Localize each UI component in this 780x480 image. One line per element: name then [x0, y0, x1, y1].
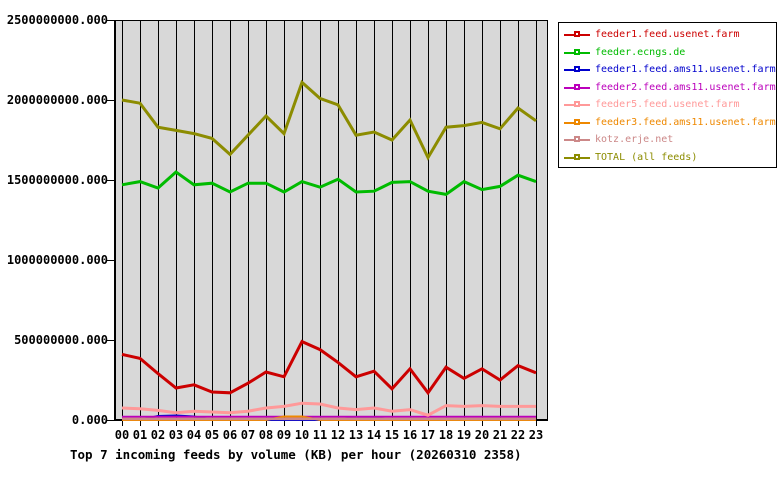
legend-item: feeder.ecngs.de	[559, 44, 776, 62]
x-tick-label-16: 16	[402, 428, 418, 442]
x-tick-label-15: 15	[384, 428, 400, 442]
x-tick-label-12: 12	[330, 428, 346, 442]
legend-item: feeder2.feed.ams11.usenet.farm	[559, 79, 776, 97]
series-line-feeder1-feed-usenet-farm	[121, 339, 537, 396]
legend-line-marker-icon	[564, 48, 590, 57]
x-tick-label-04: 04	[186, 428, 202, 442]
legend-label: feeder3.feed.ams11.usenet.farm	[595, 116, 776, 128]
legend-label: feeder.ecngs.de	[595, 46, 686, 58]
legend-item: kotz.erje.net	[559, 131, 776, 149]
x-tick-label-01: 01	[132, 428, 148, 442]
x-tick-label-23: 23	[528, 428, 544, 442]
x-tick-label-17: 17	[420, 428, 436, 442]
series-line-feeder-ecngs-de	[121, 170, 537, 196]
legend-label: feeder1.feed.usenet.farm	[595, 29, 740, 41]
legend-line-marker-icon	[564, 30, 590, 39]
legend-label: feeder2.feed.ams11.usenet.farm	[595, 81, 776, 93]
chart-legend: feeder1.feed.usenet.farm feeder.ecngs.de f…	[558, 22, 777, 168]
x-tick-label-20: 20	[474, 428, 490, 442]
x-tick-label-18: 18	[438, 428, 454, 442]
legend-item: TOTAL (all feeds)	[559, 149, 776, 167]
x-tick-label-22: 22	[510, 428, 526, 442]
legend-label: kotz.erje.net	[595, 134, 674, 146]
legend-line-marker-icon	[564, 153, 590, 162]
x-tick-label-00: 00	[114, 428, 130, 442]
x-tick-label-19: 19	[456, 428, 472, 442]
x-tick-label-03: 03	[168, 428, 184, 442]
x-tick-label-06: 06	[222, 428, 238, 442]
chart-title: Top 7 incoming feeds by volume (KB) per …	[70, 447, 522, 462]
x-tick-label-05: 05	[204, 428, 220, 442]
y-tick-label: 0.000	[71, 413, 108, 427]
legend-label: TOTAL (all feeds)	[595, 151, 698, 163]
x-tick-label-10: 10	[294, 428, 310, 442]
legend-label: feeder1.feed.ams11.usenet.farm	[595, 64, 776, 76]
y-tick-label: 500000000.000	[14, 333, 108, 347]
x-tick-label-09: 09	[276, 428, 292, 442]
series-line-feeder5-feed-usenet-farm	[121, 401, 536, 417]
legend-line-marker-icon	[564, 65, 590, 74]
legend-label: feeder5.feed.usenet.farm	[595, 99, 740, 111]
plot-background	[115, 20, 548, 420]
legend-line-marker-icon	[564, 100, 590, 109]
legend-item: feeder3.feed.ams11.usenet.farm	[559, 114, 776, 132]
y-tick-label: 2000000000.000	[6, 93, 108, 107]
y-tick-label: 1500000000.000	[6, 173, 108, 187]
x-tick-label-02: 02	[150, 428, 166, 442]
x-tick-label-07: 07	[240, 428, 256, 442]
x-tick-label-14: 14	[366, 428, 382, 442]
series-line-total-all-feeds-	[121, 79, 537, 161]
legend-line-marker-icon	[564, 83, 590, 92]
x-tick-label-21: 21	[492, 428, 508, 442]
x-tick-label-08: 08	[258, 428, 274, 442]
legend-item: feeder5.feed.usenet.farm	[559, 96, 776, 114]
legend-item: feeder1.feed.ams11.usenet.farm	[559, 61, 776, 79]
legend-line-marker-icon	[564, 135, 590, 144]
y-tick-label: 1000000000.000	[6, 253, 108, 267]
legend-line-marker-icon	[564, 118, 590, 127]
legend-item: feeder1.feed.usenet.farm	[559, 26, 776, 44]
x-tick-label-11: 11	[312, 428, 328, 442]
x-tick-label-13: 13	[348, 428, 364, 442]
y-tick-label: 2500000000.000	[6, 13, 108, 27]
